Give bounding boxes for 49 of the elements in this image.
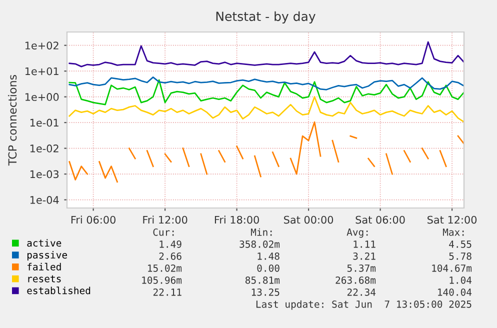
- x-tick-label: Fri 12:00: [143, 216, 188, 224]
- y-tick-label: 1e+02: [25, 42, 58, 50]
- text: 263.68m: [336, 276, 376, 284]
- y-tick-label: 1e+00: [25, 93, 59, 101]
- legend-label: resets: [28, 275, 61, 282]
- text: 22.11: [153, 288, 182, 296]
- text: Last update: Sat Jun 7 13:05:00 2025: [256, 300, 472, 310]
- legend-label: failed: [28, 262, 61, 270]
- y-tick-label: 1e-04: [30, 196, 59, 204]
- x-tick-label: Sat 12:00: [428, 216, 477, 224]
- legend-label: passive: [27, 251, 67, 260]
- text: 104.67m: [432, 264, 472, 272]
- text: 1.04: [450, 276, 472, 284]
- y-tick-label: 1e-01: [30, 118, 58, 127]
- text: 140.04: [438, 288, 472, 296]
- text: 1.11: [354, 240, 376, 248]
- y-tick-label: 1e+01: [25, 67, 58, 76]
- x-tick-label: Sat 06:00: [356, 216, 405, 224]
- y-axis-title: TCP connections: [8, 74, 17, 166]
- text: 3.21: [353, 252, 376, 260]
- text: 13.25: [252, 288, 280, 296]
- line-series: [68, 96, 464, 123]
- text: 1.49: [160, 240, 182, 248]
- x-tick-label: Fri 06:00: [71, 216, 116, 224]
- line-series: [68, 79, 464, 106]
- line-series: [68, 76, 464, 90]
- text: Avg:: [346, 228, 368, 238]
- text: 2.66: [159, 252, 182, 260]
- text: Max:: [442, 228, 464, 236]
- y-tick-label: 1e-03: [30, 170, 59, 178]
- text: Cur:: [153, 228, 174, 236]
- chart-title: Netstat - by day: [216, 11, 316, 24]
- y-tick-label: 1e-02: [30, 144, 58, 152]
- text: 0.00: [257, 264, 280, 272]
- x-tick-label: Sat 00:00: [284, 216, 334, 224]
- text: 15.02m: [148, 264, 182, 272]
- x-tick-label: Fri 18:00: [214, 216, 259, 224]
- text: 5.78: [449, 252, 472, 260]
- legend-label: established: [27, 286, 90, 294]
- text: 105.96m: [142, 276, 182, 284]
- text: 85.81m: [246, 276, 280, 284]
- text: Min:: [250, 228, 272, 236]
- text: 1.48: [258, 252, 280, 260]
- legend-label: active: [27, 239, 62, 247]
- text: 358.02m: [240, 240, 280, 248]
- text: 22.34: [347, 288, 376, 296]
- text: 5.37m: [347, 264, 376, 272]
- line-series: [68, 41, 464, 68]
- text: 4.55: [449, 240, 472, 248]
